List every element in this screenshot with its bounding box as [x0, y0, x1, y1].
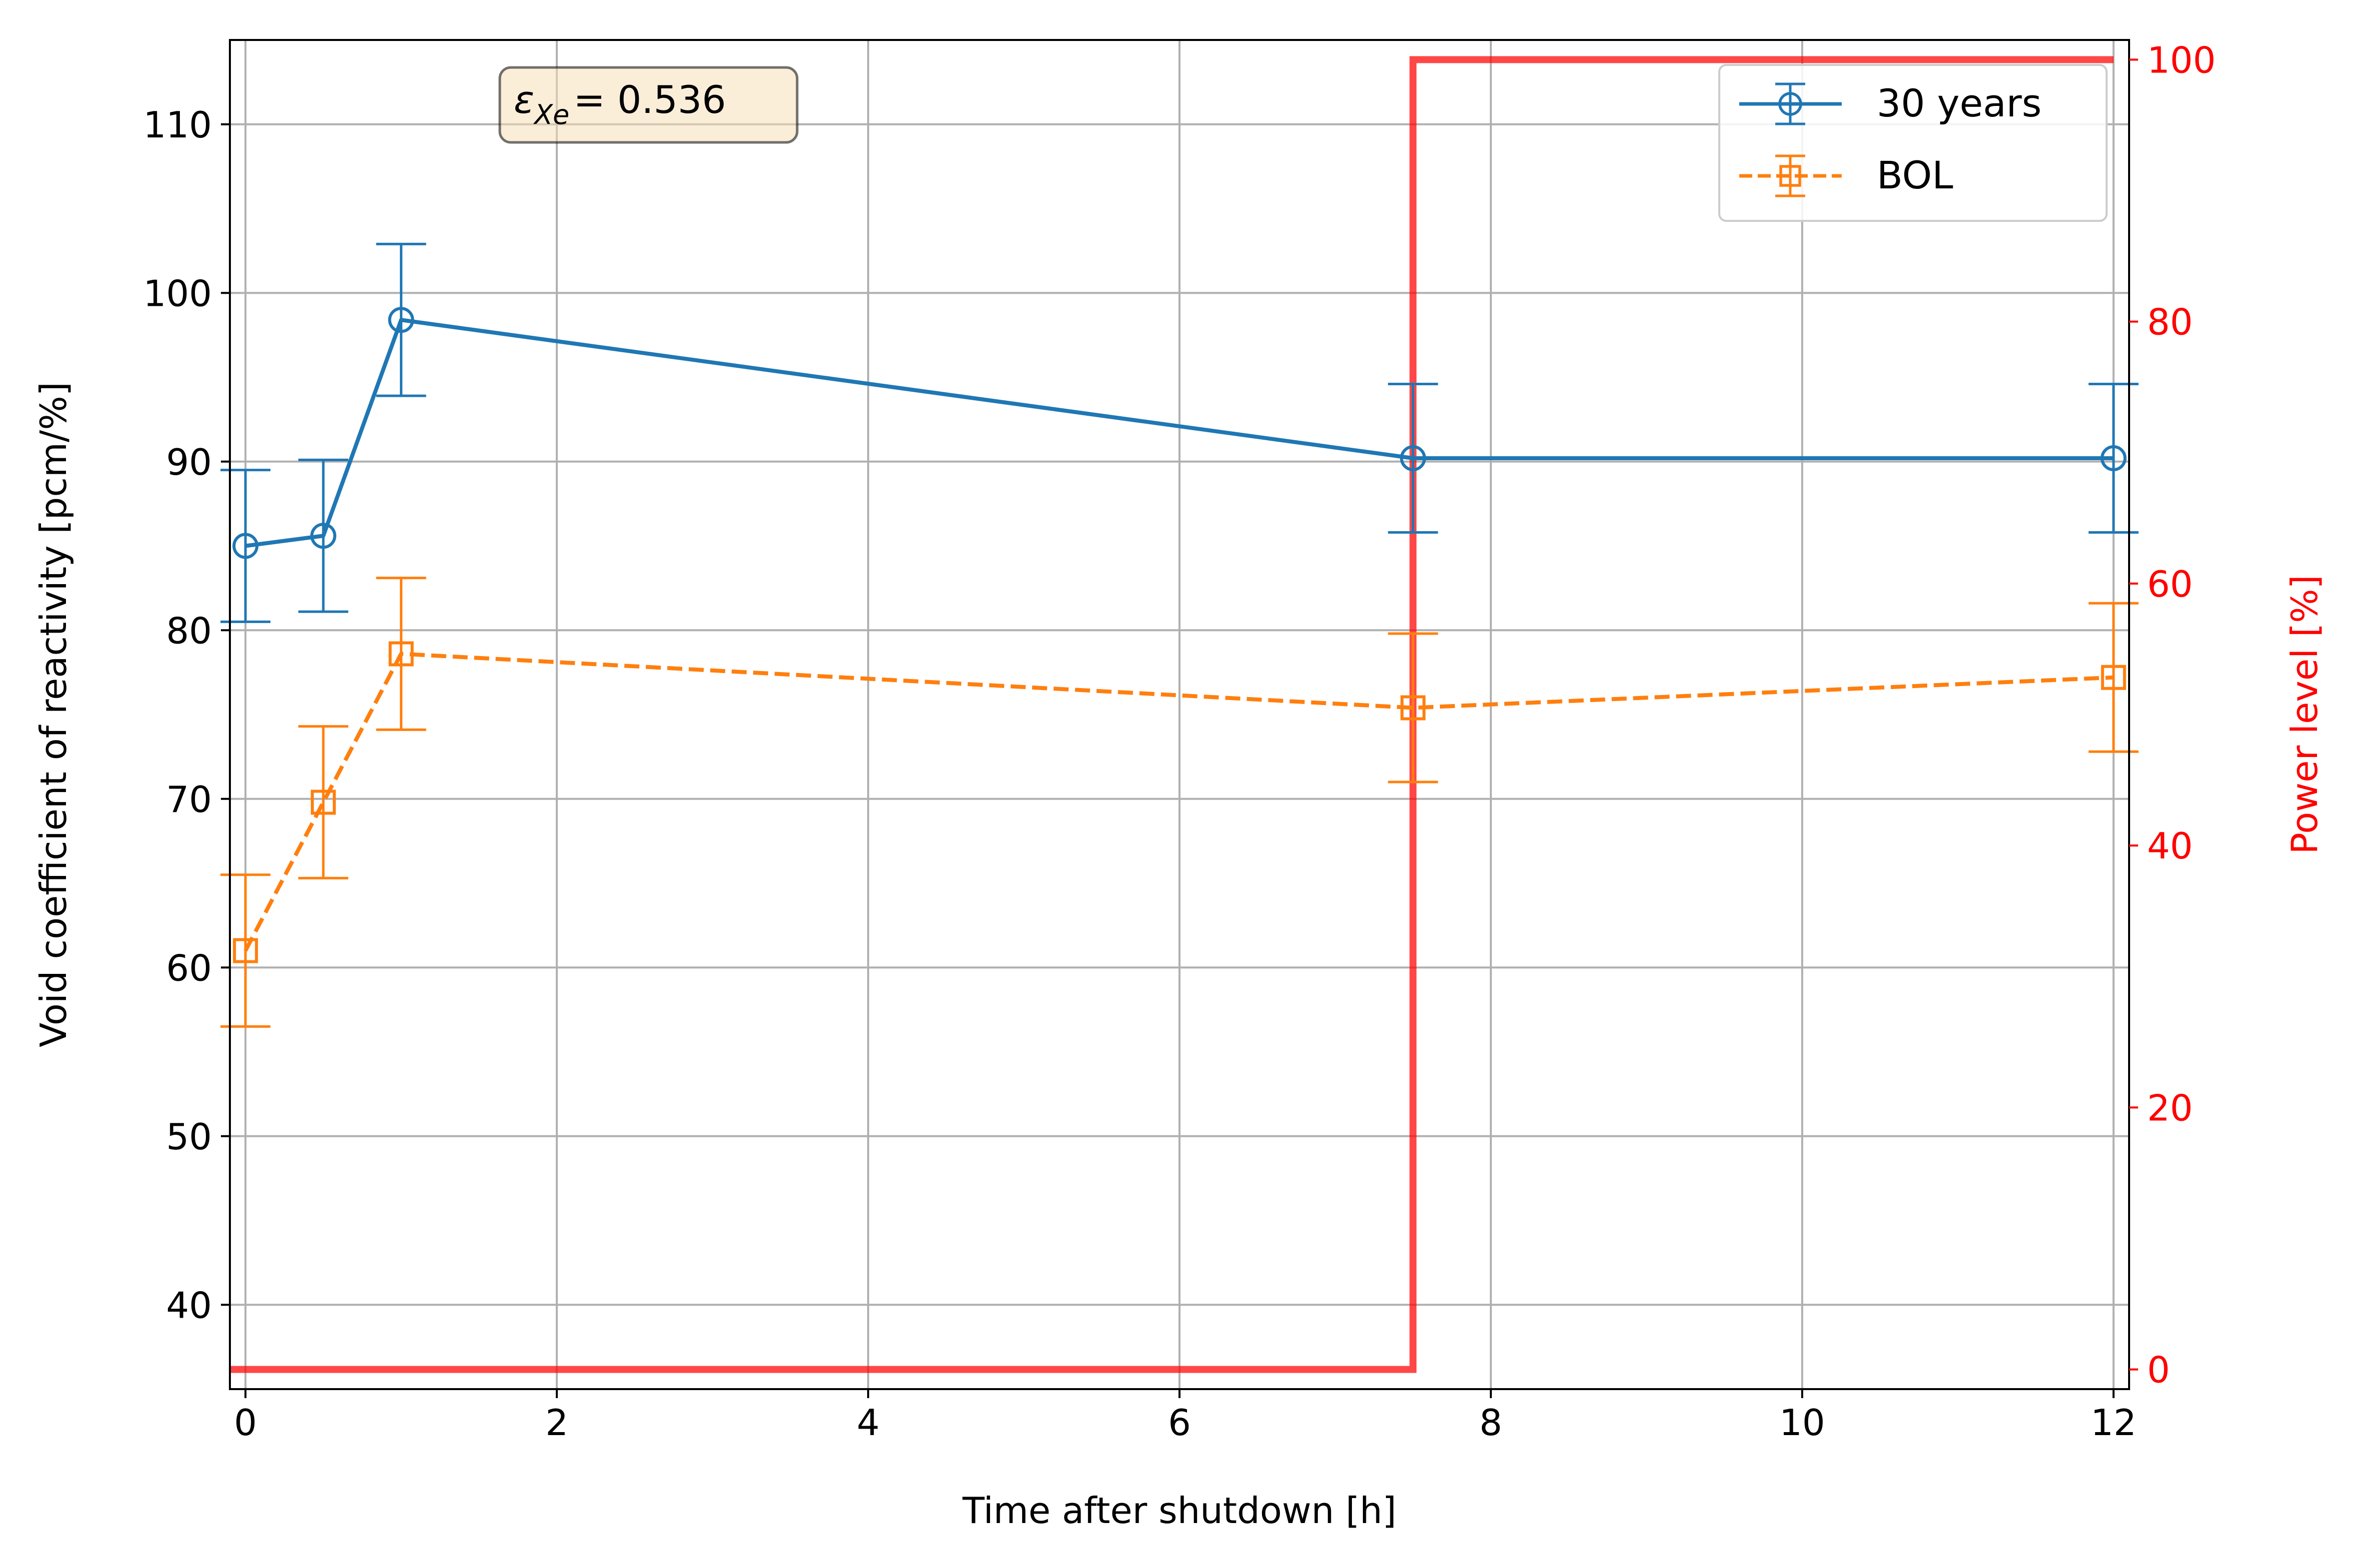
y-tick-label: 50 [166, 1116, 212, 1158]
y-tick-label: 40 [166, 1284, 212, 1326]
x-tick-label: 12 [2091, 1402, 2137, 1444]
y-axis: 40 50 60 70 80 90 100 110 [143, 104, 230, 1326]
legend-entry-bol: BOL [1739, 153, 1953, 197]
data-point [1400, 695, 1426, 721]
y2-axis-label: Power level [%] [2284, 575, 2326, 854]
legend-label-30-years: 30 years [1877, 81, 2042, 125]
legend-label-bol: BOL [1877, 153, 1953, 197]
legend: 30 years BOL [1718, 64, 2108, 222]
y-tick-label: 80 [166, 610, 212, 652]
data-point [310, 789, 336, 815]
grid [230, 40, 2129, 1389]
x-tick-label: 4 [857, 1402, 880, 1444]
y-tick-label: 100 [143, 272, 212, 314]
y-tick-label: 60 [166, 947, 212, 989]
y2-axis: 0 20 40 60 80 100 [2129, 39, 2216, 1391]
series-30-years [220, 242, 2139, 623]
x-axis: 0 2 4 6 8 10 12 [234, 1389, 2137, 1444]
y-tick-label: 70 [166, 779, 212, 820]
legend-entry-30-years: 30 years [1739, 81, 2042, 125]
data-series [220, 242, 2139, 1028]
y-tick-label: 90 [166, 441, 212, 483]
annotation-value: = 0.536 [573, 77, 726, 122]
y2-tick-label: 0 [2147, 1349, 2170, 1391]
annotation-symbol: ε [514, 77, 534, 122]
data-point [2101, 665, 2126, 690]
y-axis-label: Void coefficient of reactivity [pcm/%] [32, 382, 74, 1047]
data-point [2100, 445, 2127, 471]
x-axis-label: Time after shutdown [h] [962, 1490, 1396, 1532]
data-point [232, 533, 259, 559]
y2-tick-label: 60 [2147, 563, 2193, 605]
series-bol [220, 577, 2139, 1028]
y2-tick-label: 80 [2147, 301, 2193, 343]
svg-text:εXe= 0.536: εXe = 0.536 [514, 77, 726, 130]
data-point [1400, 445, 1426, 471]
data-point [388, 641, 414, 667]
x-tick-label: 6 [1168, 1402, 1191, 1444]
x-tick-label: 8 [1479, 1402, 1502, 1444]
y2-tick-label: 100 [2147, 39, 2216, 81]
data-point [310, 523, 336, 549]
y2-tick-label: 20 [2147, 1087, 2193, 1129]
data-point [388, 307, 414, 333]
x-tick-label: 0 [234, 1402, 257, 1444]
x-tick-label: 10 [1779, 1402, 1825, 1444]
annotation-box: εXe = 0.536 [498, 66, 799, 144]
y2-tick-label: 40 [2147, 825, 2193, 867]
x-tick-label: 2 [545, 1402, 568, 1444]
data-point [233, 938, 258, 963]
y-tick-label: 110 [143, 104, 212, 146]
annotation-subscript: Xe [533, 99, 569, 130]
